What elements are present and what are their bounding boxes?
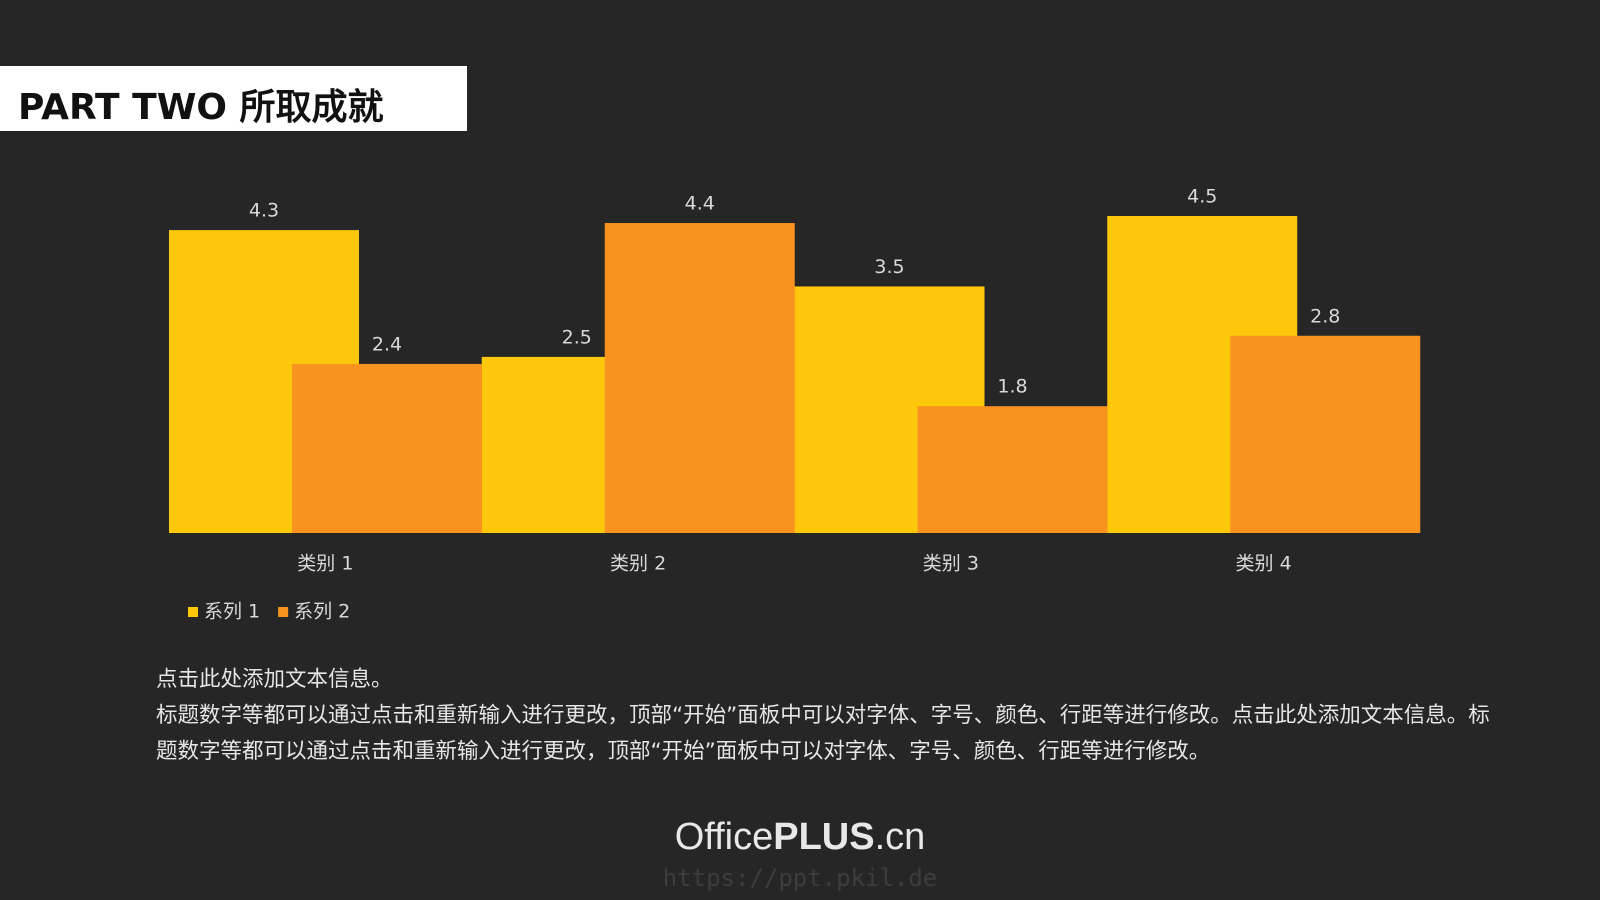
data-label: 4.4 [685, 193, 715, 215]
chart: 4.3 2.5 3.5 4.5 2.4 4.4 1.8 2.8 类别 1 类别 2 类别 3 类别 4… [169, 186, 1421, 623]
paragraph: 点击此处添加文本信息。 [156, 667, 393, 692]
x-tick-label: 类别 3 [923, 553, 979, 575]
logo: OfficePLUS.cn [0, 816, 1600, 859]
x-tick-label: 类别 2 [610, 553, 666, 575]
x-tick-label: 类别 4 [1236, 553, 1292, 575]
bar [604, 223, 795, 534]
data-label: 4.5 [1187, 186, 1217, 208]
body-text: 点击此处添加文本信息。 标题数字等都可以通过点击和重新输入进行更改，顶部“开始”… [156, 662, 1496, 770]
bar [1230, 335, 1421, 533]
watermark: https://ppt.pkil.de [662, 864, 938, 892]
data-label: 4.3 [249, 200, 279, 222]
bar [292, 363, 482, 533]
logo-part: PLUS [773, 816, 875, 858]
legend-swatch [188, 607, 198, 617]
legend-label: 系列 2 [294, 601, 350, 623]
data-label: 3.5 [874, 256, 904, 278]
bar [917, 406, 1108, 533]
legend-label: 系列 1 [204, 601, 260, 623]
legend-swatch [278, 607, 289, 617]
data-label: 2.8 [1310, 305, 1340, 327]
data-label: 2.5 [562, 326, 592, 348]
data-label: 1.8 [997, 376, 1027, 398]
x-tick-label: 类别 1 [297, 553, 353, 575]
logo-part: Office [674, 816, 774, 858]
data-label: 2.4 [372, 333, 402, 355]
logo-part: .cn [874, 816, 926, 858]
paragraph: 标题数字等都可以通过点击和重新输入进行更改，顶部“开始”面板中可以对字体、字号、… [156, 703, 1490, 764]
title: PART TWO 所取成就 [18, 87, 384, 128]
title-box: PART TWO 所取成就 [0, 66, 467, 131]
